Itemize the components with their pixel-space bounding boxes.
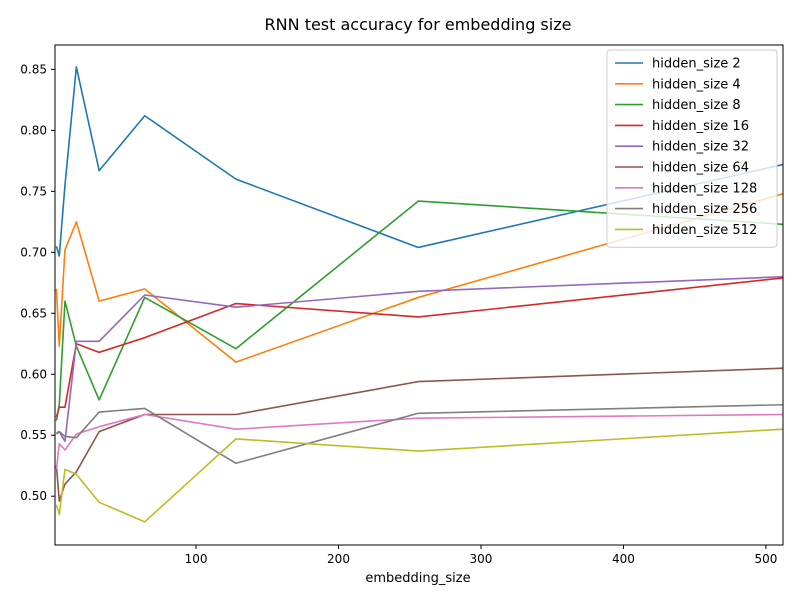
legend-label: hidden_size 512 xyxy=(652,223,757,238)
y-axis: 0.50 0.55 0.60 0.65 0.70 0.75 0.80 0.85 xyxy=(20,62,55,503)
legend-label: hidden_size 32 xyxy=(652,140,749,155)
series-line-hidden-size-512 xyxy=(55,428,783,523)
series-line-hidden-size-2 xyxy=(55,66,783,257)
y-tick-label: 0.70 xyxy=(20,245,47,259)
legend-label: hidden_size 2 xyxy=(652,57,741,72)
y-tick-label: 0.85 xyxy=(20,62,47,76)
plot-area xyxy=(54,44,784,546)
legend-label: hidden_size 128 xyxy=(652,181,757,196)
legend-label: hidden_size 8 xyxy=(652,98,741,113)
series-line-hidden-size-256 xyxy=(56,403,783,465)
x-tick-label: 400 xyxy=(612,552,635,566)
legend: hidden_size 2 hidden_size 4 hidden_size 8 h… xyxy=(606,49,778,248)
series-lines xyxy=(55,66,783,523)
x-tick-label: 500 xyxy=(754,552,777,566)
y-tick-label: 0.60 xyxy=(20,367,47,381)
series-line-hidden-size-4 xyxy=(55,193,783,363)
chart-title: RNN test accuracy for embedding size xyxy=(265,15,572,34)
legend-label: hidden_size 64 xyxy=(652,161,749,176)
legend-label: hidden_size 4 xyxy=(652,77,741,92)
y-tick-label: 0.80 xyxy=(20,123,47,137)
series-line-hidden-size-16 xyxy=(55,277,783,418)
x-tick-label: 200 xyxy=(327,552,350,566)
y-tick-label: 0.55 xyxy=(20,428,47,442)
series-line-hidden-size-8 xyxy=(55,200,783,421)
legend-label: hidden_size 256 xyxy=(652,202,757,217)
x-tick-label: 300 xyxy=(470,552,493,566)
x-axis-label: embedding_size xyxy=(365,571,470,586)
legend-box xyxy=(606,49,778,248)
y-tick-label: 0.75 xyxy=(20,184,47,198)
x-axis: 100 200 300 400 500 xyxy=(185,545,777,566)
x-tick-label: 100 xyxy=(185,552,208,566)
series-line-hidden-size-128 xyxy=(55,413,783,470)
series-line-hidden-size-32 xyxy=(55,275,783,443)
legend-label: hidden_size 16 xyxy=(652,119,749,134)
y-tick-label: 0.50 xyxy=(20,489,47,503)
y-tick-label: 0.65 xyxy=(20,306,47,320)
plot-frame xyxy=(54,44,784,546)
series-line-hidden-size-64 xyxy=(55,367,783,502)
